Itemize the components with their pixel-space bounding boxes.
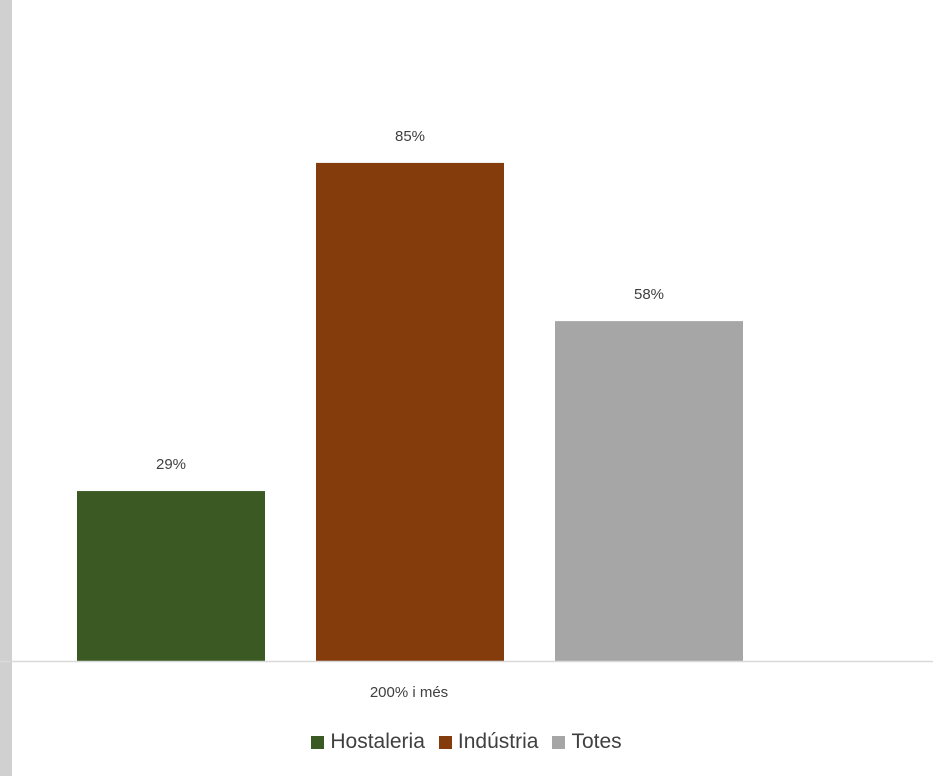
legend-label-industria: Indústria <box>457 730 539 753</box>
data-label-hostaleria: 29% <box>156 456 186 473</box>
legend-swatch-hostaleria <box>311 735 325 749</box>
data-labels-group: 29% 85% 58% <box>156 128 664 473</box>
legend-label-hostaleria: Hostaleria <box>330 730 425 753</box>
category-label: 200% i més <box>370 684 448 701</box>
data-label-industria: 85% <box>395 128 425 145</box>
legend-item-totes: Totes <box>552 730 622 754</box>
legend-swatch-totes <box>552 735 566 749</box>
bar-industria <box>316 162 504 661</box>
bars-group <box>77 162 743 661</box>
bar-hostaleria <box>77 491 265 661</box>
legend-label-totes: Totes <box>571 730 622 753</box>
data-label-totes: 58% <box>634 286 664 303</box>
left-edge-strip <box>0 0 12 776</box>
legend: Hostaleria Indústria Totes <box>0 730 933 754</box>
legend-swatch-industria <box>438 735 452 749</box>
bar-totes <box>555 321 743 661</box>
legend-item-industria: Indústria <box>438 730 539 754</box>
legend-item-hostaleria: Hostaleria <box>311 730 425 754</box>
